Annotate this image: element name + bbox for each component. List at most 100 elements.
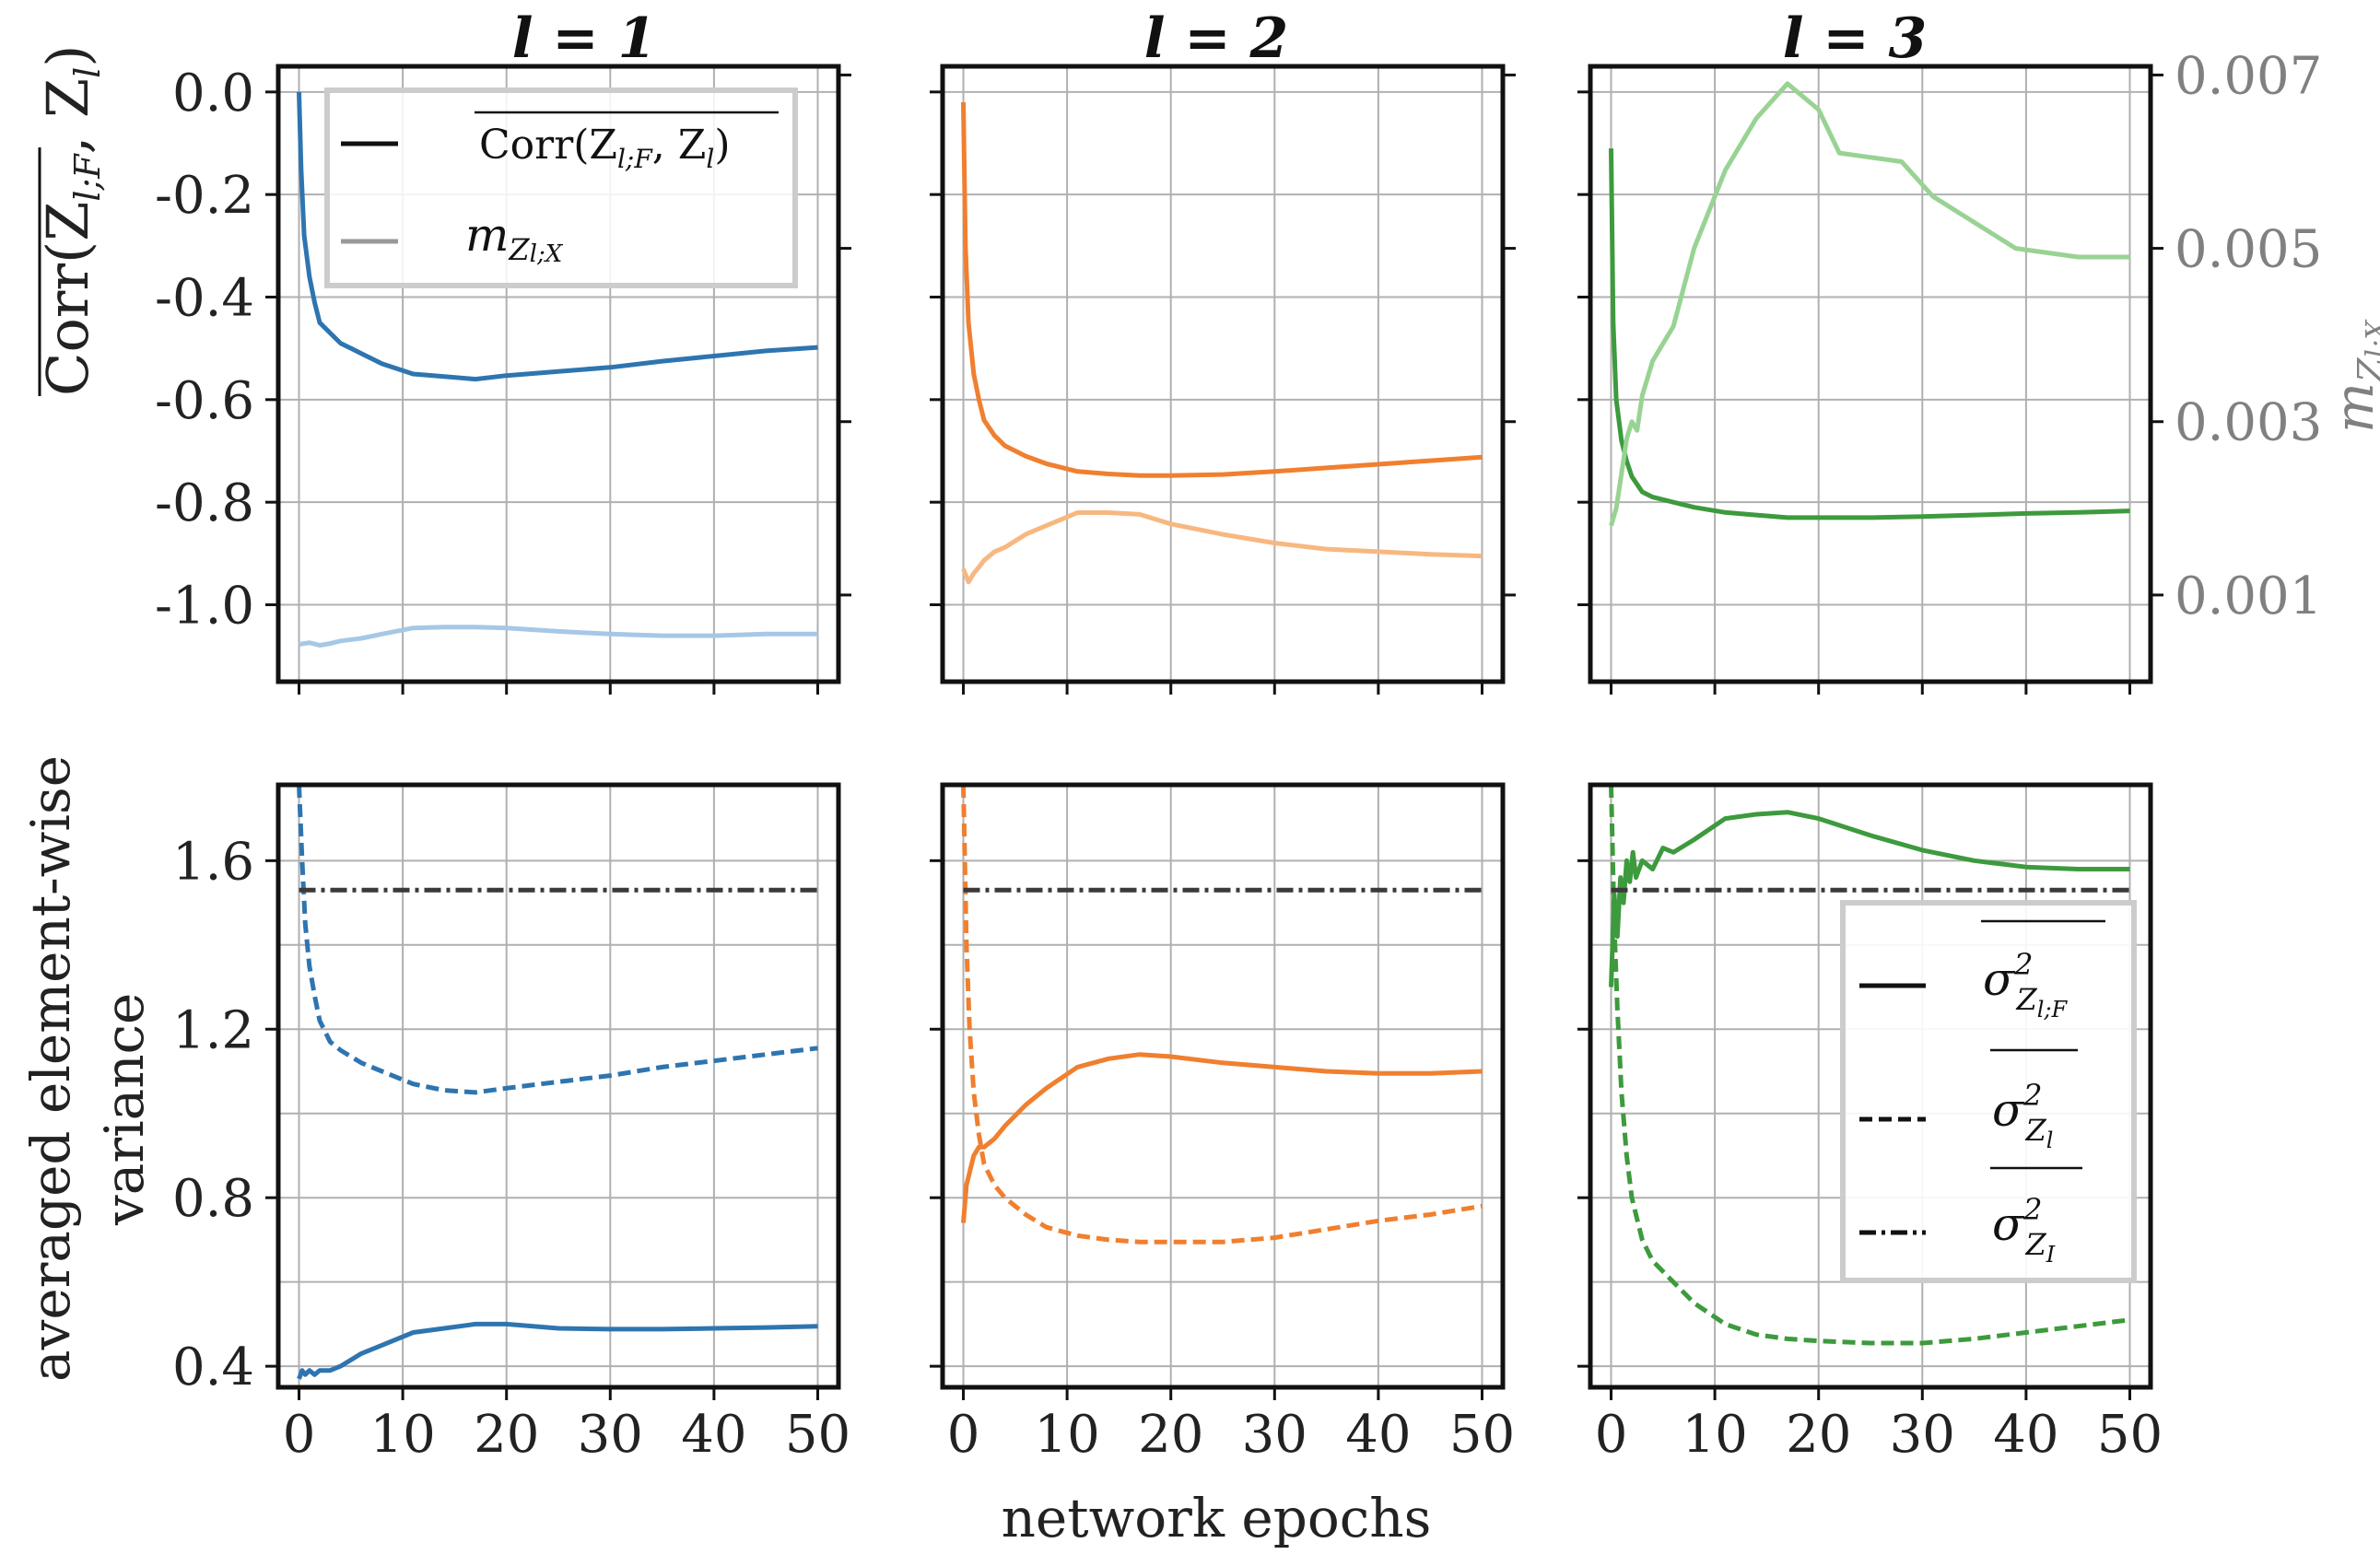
xtick-label-0: 0 bbox=[283, 1405, 316, 1465]
xtick-label-3: 30 bbox=[578, 1405, 643, 1465]
y2tick-label-3: 0.001 bbox=[2175, 567, 2322, 626]
svg-text:Corr(Zl;F, Zl): Corr(Zl;F, Zl) bbox=[34, 45, 108, 397]
series-line-1 bbox=[1609, 81, 2130, 527]
xtick-label-3: 30 bbox=[1890, 1405, 1955, 1465]
top-legend-m-sub: Z bbox=[508, 232, 530, 267]
right-ylabel: mZl;X bbox=[2323, 319, 2380, 433]
top-legend-m-text: m bbox=[465, 208, 509, 262]
top-legend-corr-text: Corr(Z bbox=[479, 122, 617, 169]
top-ylabel-mid: , Z bbox=[34, 78, 101, 155]
series-line-0 bbox=[1609, 148, 2130, 520]
series-line-0 bbox=[961, 1052, 1483, 1223]
y2tick-label-2: 0.003 bbox=[2175, 393, 2322, 453]
top-ylabel-end: ) bbox=[34, 45, 101, 67]
bottom-legend-item3-sym: σ bbox=[1992, 1198, 2025, 1251]
top-legend-corr-mid: , Z bbox=[652, 122, 707, 169]
y2tick-label-1: 0.005 bbox=[2175, 220, 2322, 280]
ytick-label-3: -0.6 bbox=[155, 371, 254, 431]
top-ylabel-text: Corr(Z bbox=[34, 202, 101, 396]
bottom-legend: σ2 Zl;F σ2 Zl σ2 ZI bbox=[1840, 900, 2137, 1283]
bottom-legend-item1-sup: 2 bbox=[2013, 947, 2033, 982]
bottom-legend-item1-sym: σ bbox=[1983, 952, 2016, 1006]
series-line-0 bbox=[297, 1321, 818, 1380]
bottom-legend-item2-subsub: l bbox=[2046, 1128, 2054, 1153]
xtick-label-5: 50 bbox=[1449, 1405, 1515, 1465]
bottom-ylabel: averaged element-wise variance bbox=[19, 755, 156, 1382]
top-legend-corr-sub1: l;F bbox=[617, 144, 653, 174]
panel-frame bbox=[940, 782, 1506, 1390]
ytick-label-1: 1.2 bbox=[172, 1000, 254, 1060]
panel-bottom-l2: 0 10 20 30 40 50 bbox=[930, 782, 1515, 1465]
panel-frame bbox=[1588, 782, 2153, 1390]
ytick-label-0: 1.6 bbox=[172, 832, 254, 892]
top-legend: Corr(Zl;F, Zl) mZl;X bbox=[324, 88, 798, 288]
svg-text:mZl;X: mZl;X bbox=[465, 208, 564, 268]
x-axis-title: network epochs bbox=[1002, 1487, 1432, 1549]
bottom-legend-item3-subsub: I bbox=[2046, 1242, 2056, 1268]
svg-text:Corr(Zl;F, Zl): Corr(Zl;F, Zl) bbox=[479, 122, 730, 174]
panel-top-l3: 0.007 0.005 0.003 0.001 bbox=[1577, 46, 2322, 695]
ytick-label-0: 0.0 bbox=[172, 64, 254, 123]
xtick-label-3: 30 bbox=[1242, 1405, 1307, 1465]
ytick-label-4: -0.8 bbox=[155, 473, 254, 533]
xtick-label-4: 40 bbox=[1993, 1405, 2058, 1465]
y2tick-label-0: 0.007 bbox=[2175, 46, 2322, 106]
xtick-label-1: 10 bbox=[1682, 1405, 1747, 1465]
xtick-label-1: 10 bbox=[369, 1405, 435, 1465]
top-ylabel-sub2: l bbox=[67, 67, 108, 78]
bottom-legend-item2-sup: 2 bbox=[2022, 1078, 2042, 1113]
series-line-1 bbox=[299, 625, 818, 648]
top-legend-box bbox=[324, 88, 798, 288]
top-legend-corr-end: ) bbox=[714, 122, 730, 169]
panels: 0.0-0.2-0.4-0.6-0.8-1.00.0070.0050.0030.… bbox=[155, 46, 2322, 1465]
ytick-label-3: 0.4 bbox=[172, 1338, 254, 1397]
series-line-0 bbox=[297, 91, 818, 382]
xtick-label-5: 50 bbox=[785, 1405, 850, 1465]
bottom-legend-item1-sub: Z bbox=[2016, 982, 2038, 1017]
xtick-label-4: 40 bbox=[681, 1405, 746, 1465]
series-line-0 bbox=[961, 101, 1483, 478]
ytick-label-2: -0.4 bbox=[155, 269, 254, 329]
bottom-ylabel-line1: averaged element-wise bbox=[19, 755, 82, 1382]
series-line-1 bbox=[961, 785, 1483, 1245]
column-title-l3: l = 3 bbox=[1783, 6, 1928, 71]
right-ylabel-sub: Z bbox=[2351, 357, 2380, 383]
panel-top-l2 bbox=[930, 64, 1516, 695]
ytick-label-2: 0.8 bbox=[172, 1169, 254, 1229]
panel-frame bbox=[276, 64, 841, 684]
right-ylabel-subsub: l;X bbox=[2361, 319, 2380, 358]
top-legend-m-subsub: l;X bbox=[530, 240, 564, 268]
right-ylabel-main: m bbox=[2323, 382, 2380, 433]
ytick-label-5: -1.0 bbox=[155, 577, 254, 637]
bottom-legend-item3-sup: 2 bbox=[2022, 1192, 2042, 1227]
bottom-legend-item1-subsub: l;F bbox=[2037, 997, 2069, 1023]
series-line-1 bbox=[961, 510, 1483, 585]
panel-top-l1: 0.0 -0.2 -0.4 -0.6 -0.8 -1.0 bbox=[155, 64, 851, 695]
xtick-label-2: 20 bbox=[1786, 1405, 1851, 1465]
xtick-label-4: 40 bbox=[1345, 1405, 1411, 1465]
xtick-label-2: 20 bbox=[474, 1405, 539, 1465]
xtick-label-1: 10 bbox=[1034, 1405, 1099, 1465]
series-line-0 bbox=[1609, 810, 2130, 988]
ytick-label-1: -0.2 bbox=[155, 166, 254, 226]
bottom-ylabel-line2: variance bbox=[93, 993, 156, 1226]
panel-bottom-l1: 1.6 1.2 0.8 0.4 0 10 20 30 40 50 bbox=[172, 782, 850, 1465]
bottom-legend-item2-sym: σ bbox=[1992, 1083, 2025, 1137]
column-title-l2: l = 2 bbox=[1144, 6, 1289, 71]
xtick-label-0: 0 bbox=[1595, 1405, 1628, 1465]
top-legend-corr-sub2: l bbox=[706, 144, 714, 174]
top-ylabel-sub: l;F bbox=[67, 153, 108, 202]
svg-text:mZl;X: mZl;X bbox=[2323, 319, 2380, 433]
bottom-legend-item2-sub: Z bbox=[2025, 1113, 2047, 1148]
xtick-label-5: 50 bbox=[2097, 1405, 2163, 1465]
bottom-legend-box bbox=[1840, 900, 2137, 1283]
panel-frame bbox=[940, 64, 1506, 684]
panel-frame bbox=[276, 782, 841, 1390]
series-line-1 bbox=[1609, 785, 2130, 1346]
xtick-label-2: 20 bbox=[1138, 1405, 1203, 1465]
column-title-l1: l = 1 bbox=[512, 6, 657, 71]
